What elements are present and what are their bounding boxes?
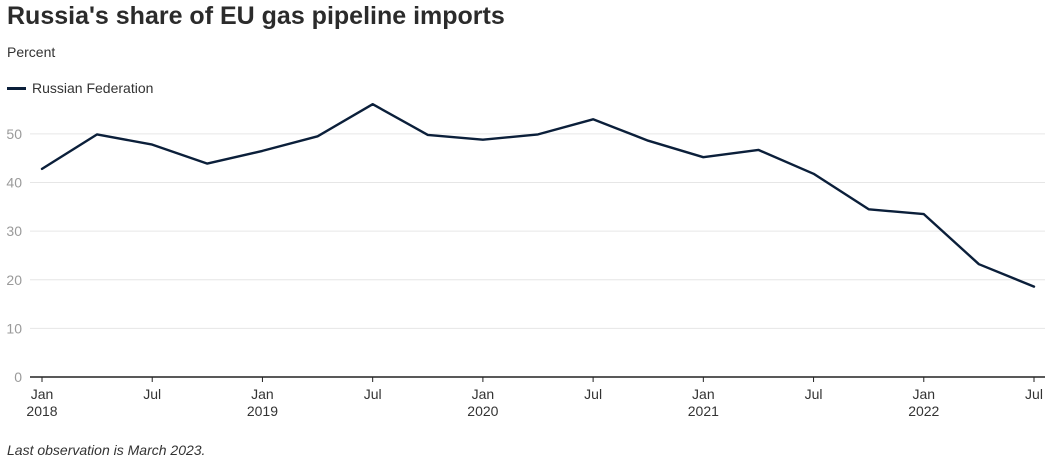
y-tick-label: 50: [6, 126, 22, 142]
legend: Russian Federation: [7, 80, 153, 96]
x-tick-label-month: Jan: [912, 386, 935, 402]
x-tick-label-month: Jul: [805, 386, 823, 402]
x-tick-label-month: Jul: [364, 386, 382, 402]
x-tick-label-month: Jul: [1025, 386, 1043, 402]
x-tick-label-year: 2020: [467, 403, 498, 419]
x-tick-label-month: Jan: [31, 386, 54, 402]
chart-title: Russia's share of EU gas pipeline import…: [7, 2, 505, 30]
y-tick-label: 20: [6, 272, 22, 288]
y-tick-label: 10: [6, 320, 22, 336]
y-tick-label: 30: [6, 223, 22, 239]
gridlines: [30, 133, 1045, 378]
x-tick-label-month: Jan: [692, 386, 715, 402]
y-axis: 0 10 20 30 40 50: [6, 126, 22, 385]
legend-swatch: [7, 86, 26, 90]
x-tick-label-year: 2019: [247, 403, 278, 419]
x-tick-label-year: 2018: [26, 403, 57, 419]
x-tick-label-month: Jul: [143, 386, 161, 402]
x-tick-label-month: Jan: [251, 386, 274, 402]
x-tick-label-year: 2021: [688, 403, 719, 419]
footnote: Last observation is March 2023.: [7, 442, 206, 458]
y-tick-label: 40: [6, 175, 22, 191]
chart-subtitle: Percent: [7, 44, 56, 60]
series-lines: [40, 102, 1036, 288]
x-tick-label-month: Jan: [472, 386, 495, 402]
legend-label: Russian Federation: [32, 80, 154, 96]
series-line-russian-federation: [40, 102, 1036, 288]
x-tick-label-year: 2022: [908, 403, 939, 419]
y-tick-label: 0: [14, 369, 22, 385]
x-tick-label-month: Jul: [584, 386, 602, 402]
